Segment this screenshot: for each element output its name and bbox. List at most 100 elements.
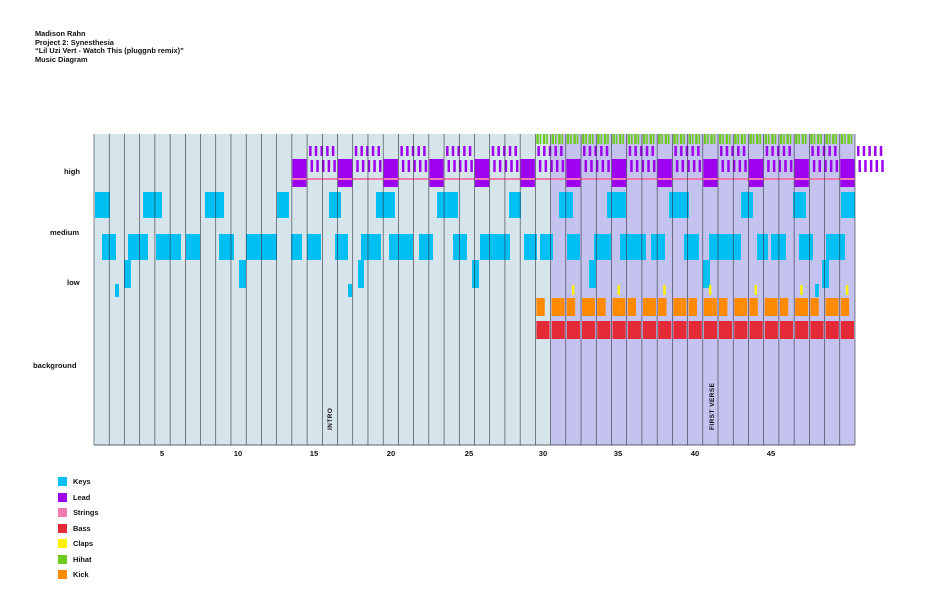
- bass-note: [734, 321, 748, 339]
- keys-note: [128, 234, 148, 260]
- bass-note: [612, 321, 626, 339]
- hihat-note: [771, 134, 774, 144]
- kick-note: [825, 298, 834, 316]
- hihat-note: [691, 134, 694, 144]
- lead-note: [515, 160, 519, 172]
- lead-note: [327, 160, 331, 172]
- lead-note: [732, 160, 736, 172]
- lead-note: [605, 146, 609, 156]
- lead-note: [560, 146, 563, 156]
- lead-note: [497, 146, 500, 156]
- lead-note: [413, 160, 416, 172]
- bass-note: [642, 321, 657, 339]
- lead-block: [383, 159, 398, 187]
- keys-note: [741, 192, 753, 218]
- hihat-note: [719, 134, 722, 144]
- legend-label: Keys: [73, 477, 91, 487]
- legend-swatch: [58, 554, 67, 564]
- lead-note: [822, 146, 826, 156]
- lead-note: [834, 146, 837, 156]
- lead-note: [544, 160, 548, 172]
- hihat-note: [561, 134, 564, 144]
- hihat-note: [661, 134, 664, 144]
- lead-block: [292, 159, 307, 187]
- kick-note: [810, 298, 819, 316]
- legend-swatch: [58, 523, 67, 533]
- hihat-note: [664, 134, 668, 144]
- legend-swatch: [58, 570, 67, 580]
- lead-note: [373, 160, 376, 172]
- hihat-note: [722, 134, 724, 144]
- hihat-note: [688, 134, 691, 144]
- hihat-note: [566, 134, 570, 144]
- keys-note: [799, 234, 813, 260]
- intro-label: INTRO: [327, 408, 334, 430]
- lead-note: [818, 160, 822, 172]
- keys-note: [826, 234, 845, 260]
- lead-note: [835, 160, 839, 172]
- keys-note: [822, 260, 829, 288]
- lead-note: [590, 160, 593, 172]
- kick-note: [597, 298, 606, 316]
- hihat-note: [603, 134, 607, 144]
- keys-note: [156, 234, 181, 260]
- lead-note: [687, 160, 690, 172]
- hihat-note: [749, 134, 752, 144]
- hihat-note: [646, 134, 648, 144]
- hihat-note: [744, 134, 746, 144]
- lead-note: [630, 160, 633, 172]
- hihat-note: [536, 134, 539, 144]
- legend-swatch: [58, 492, 67, 502]
- legend-label: Strings: [73, 508, 99, 518]
- hihat-note: [649, 134, 652, 144]
- hihat-note: [710, 134, 713, 144]
- lead-note: [771, 146, 774, 156]
- lead-note: [468, 146, 472, 156]
- lead-note: [858, 160, 861, 172]
- bass-note: [551, 321, 565, 339]
- hihat-note: [619, 134, 622, 144]
- lead-note: [777, 146, 780, 156]
- hihat-note: [795, 134, 798, 144]
- lead-note: [824, 160, 827, 172]
- lead-note: [817, 146, 820, 156]
- lead-note: [881, 160, 884, 172]
- bass-note: [703, 321, 718, 339]
- bass-note: [582, 321, 596, 339]
- hihat-note: [850, 134, 853, 144]
- lead-note: [692, 160, 696, 172]
- hihat-note: [652, 134, 655, 144]
- keys-note: [437, 192, 458, 218]
- hihat-note: [764, 134, 768, 144]
- kick-note: [612, 298, 621, 316]
- keys-note: [709, 234, 741, 260]
- lead-note: [635, 160, 639, 172]
- hihat-note: [779, 134, 783, 144]
- kick-note: [688, 298, 697, 316]
- lead-note: [879, 146, 883, 156]
- lead-note: [400, 146, 403, 156]
- kick-note: [795, 298, 804, 316]
- lead-block: [475, 159, 490, 187]
- lead-note: [366, 146, 369, 156]
- lead-note: [464, 160, 468, 172]
- legend-item: Lead: [58, 490, 98, 506]
- lead-note: [875, 160, 879, 172]
- hihat-note: [679, 134, 683, 144]
- tick-label: 45: [767, 449, 776, 458]
- lead-note: [681, 160, 685, 172]
- lead-note: [453, 160, 456, 172]
- lead-note: [360, 146, 363, 156]
- lead-note: [731, 146, 734, 156]
- hihat-note: [597, 134, 600, 144]
- hihat-note: [576, 134, 579, 144]
- clap-note: [708, 285, 712, 295]
- keys-note: [358, 260, 364, 288]
- hihat-note: [774, 134, 777, 144]
- lead-note: [765, 146, 769, 156]
- hihat-note: [713, 134, 716, 144]
- lead-note: [491, 146, 495, 156]
- bass-note: [597, 321, 611, 339]
- hihat-note: [695, 134, 698, 144]
